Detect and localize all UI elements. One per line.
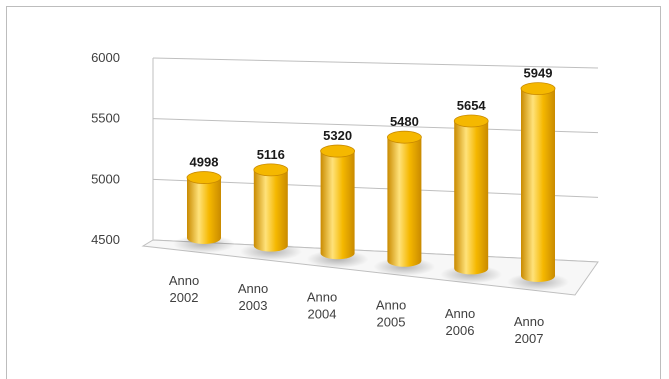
- data-label: 5949: [524, 66, 553, 81]
- x-tick-label: Anno 2002: [169, 273, 199, 305]
- cylinder-top: [520, 82, 556, 95]
- cylinder-body: [320, 151, 355, 260]
- label-layer: 4998 Anno 2002 5116 Anno 2003 5320 Anno 2004 5480…: [169, 66, 553, 346]
- y-tick-label: 5000: [91, 171, 120, 186]
- cylinder-top: [253, 163, 289, 177]
- x-tick-label: Anno 2003: [238, 281, 268, 313]
- gridline: [152, 57, 599, 69]
- cylinder-body: [187, 177, 221, 244]
- cylinder-bar: [320, 144, 356, 260]
- x-tick-label: Anno 2007: [514, 314, 544, 346]
- cylinder-bar: [253, 163, 289, 252]
- cylinder-bar: [520, 82, 556, 282]
- cylinder-bar: [186, 171, 222, 244]
- bar-layer: [173, 82, 569, 291]
- cylinder-body: [387, 137, 422, 267]
- y-tick-label: 5500: [91, 111, 120, 126]
- cylinder-body: [454, 120, 489, 275]
- data-label: 5654: [457, 98, 487, 113]
- data-label: 5480: [390, 114, 419, 129]
- cylinder-top: [320, 144, 356, 158]
- y-tick-label: 4500: [91, 232, 120, 247]
- y-tick-label: 6000: [91, 50, 120, 65]
- x-tick-label: Anno 2004: [307, 289, 337, 321]
- x-tick-label: Anno 2005: [376, 298, 406, 330]
- cylinder-bar: [386, 130, 422, 267]
- cylinder-top: [453, 114, 489, 128]
- data-label: 5320: [323, 128, 352, 143]
- x-tick-label: Anno 2006: [445, 306, 475, 338]
- cylinder-bar: [453, 114, 489, 275]
- data-label: 5116: [257, 147, 285, 162]
- cylinder-body: [521, 88, 555, 282]
- data-label: 4998: [190, 155, 219, 170]
- cylinder-top: [186, 171, 222, 184]
- cylinder-body: [253, 169, 288, 252]
- cylinder-top: [386, 130, 422, 144]
